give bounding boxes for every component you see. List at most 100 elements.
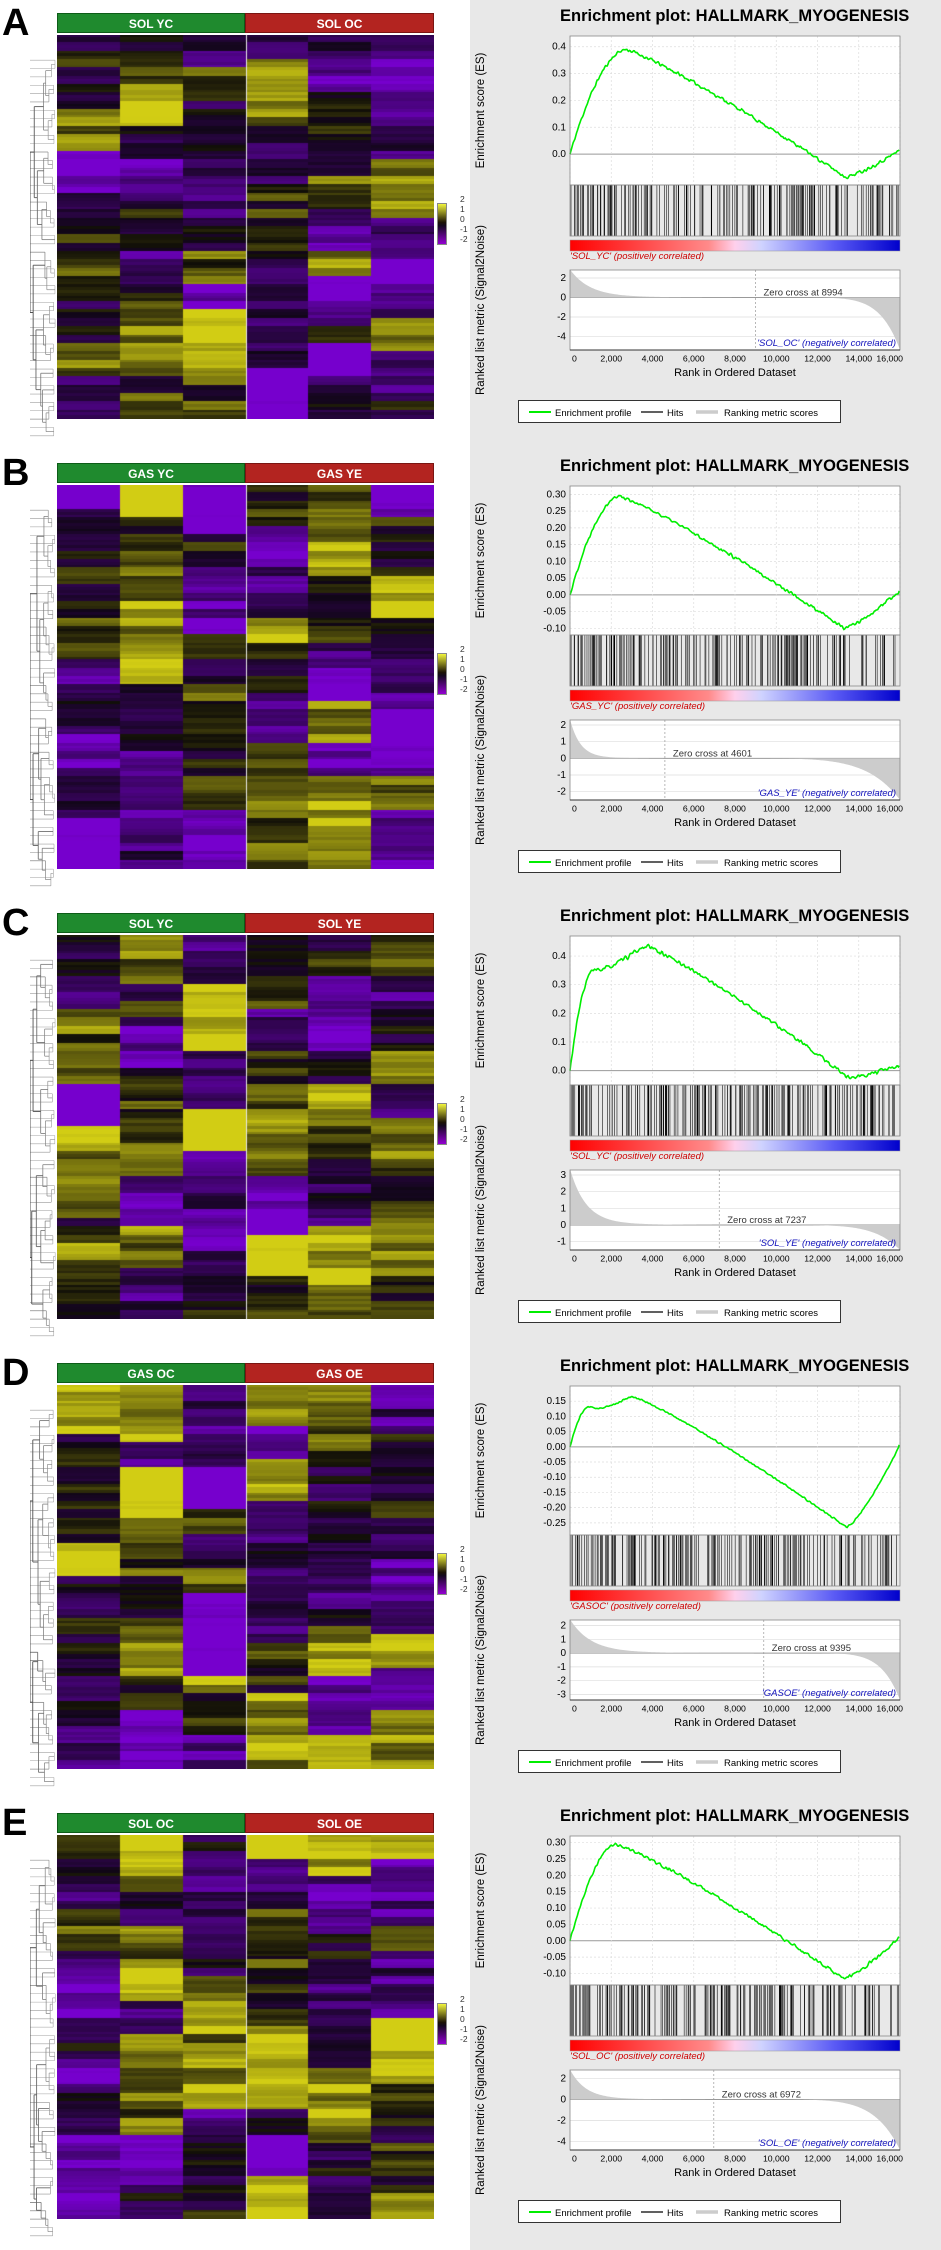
svg-text:12,000: 12,000 [804,1704,831,1714]
svg-text:2: 2 [560,720,566,731]
svg-text:4,000: 4,000 [642,354,664,364]
svg-text:0: 0 [560,1648,566,1659]
svg-text:16,000: 16,000 [876,2154,903,2164]
svg-text:'GAS_YC' (positively correlate: 'GAS_YC' (positively correlated) [570,701,705,712]
svg-text:Ranking metric scores: Ranking metric scores [724,858,818,869]
svg-text:4,000: 4,000 [642,1254,664,1264]
svg-text:0: 0 [572,2154,577,2164]
svg-text:2,000: 2,000 [600,1704,622,1714]
svg-text:14,000: 14,000 [845,354,872,364]
svg-text:0.25: 0.25 [547,1854,567,1865]
svg-text:4,000: 4,000 [642,2154,664,2164]
svg-text:0: 0 [572,1704,577,1714]
svg-text:14,000: 14,000 [845,804,872,814]
svg-text:0.15: 0.15 [547,1887,567,1898]
svg-text:0.20: 0.20 [547,523,567,534]
svg-text:12,000: 12,000 [804,2154,831,2164]
svg-text:0.4: 0.4 [552,42,566,53]
svg-text:6,000: 6,000 [683,804,705,814]
svg-text:Enrichment score (ES): Enrichment score (ES) [475,502,487,618]
svg-text:10,000: 10,000 [763,2154,790,2164]
svg-text:'SOL_OC' (positively correlate: 'SOL_OC' (positively correlated) [570,2051,705,2062]
svg-text:-3: -3 [557,1689,566,1700]
svg-text:8,000: 8,000 [724,1704,746,1714]
svg-text:16,000: 16,000 [876,1254,903,1264]
svg-text:0: 0 [572,1254,577,1264]
svg-text:0: 0 [572,804,577,814]
svg-text:0: 0 [572,354,577,364]
svg-text:Ranking metric scores: Ranking metric scores [724,2208,818,2219]
svg-text:8,000: 8,000 [724,354,746,364]
svg-text:Hits: Hits [667,1308,684,1319]
svg-text:Enrichment profile: Enrichment profile [555,1758,632,1769]
svg-text:0.05: 0.05 [547,1919,567,1930]
svg-text:Enrichment score (ES): Enrichment score (ES) [475,1852,487,1968]
svg-text:Ranking metric scores: Ranking metric scores [724,1758,818,1769]
svg-text:Hits: Hits [667,2208,684,2219]
svg-text:-4: -4 [557,332,566,343]
svg-text:-2: -2 [557,312,566,323]
svg-text:0: 0 [560,1220,566,1231]
svg-text:0.00: 0.00 [547,1936,567,1947]
svg-text:'SOL_OE' (negatively correlate: 'SOL_OE' (negatively correlated) [758,2138,896,2149]
svg-text:-1: -1 [557,1662,566,1673]
svg-text:Ranking metric scores: Ranking metric scores [724,1308,818,1319]
svg-text:Zero cross at 9395: Zero cross at 9395 [772,1643,851,1654]
svg-text:2: 2 [560,273,566,284]
svg-text:Ranked list metric (Signal2Noi: Ranked list metric (Signal2Noise) [475,2025,487,2195]
svg-text:Ranking metric scores: Ranking metric scores [724,408,818,419]
svg-text:-0.10: -0.10 [543,1969,566,1980]
svg-text:0.20: 0.20 [547,1870,567,1881]
svg-text:-1: -1 [557,1237,566,1248]
svg-text:0.3: 0.3 [552,980,566,991]
svg-text:10,000: 10,000 [763,804,790,814]
svg-text:2: 2 [560,1621,566,1632]
svg-text:Enrichment profile: Enrichment profile [555,1308,632,1319]
svg-text:-1: -1 [557,770,566,781]
svg-text:0.2: 0.2 [552,1008,566,1019]
svg-text:0: 0 [560,293,566,304]
svg-text:Ranked list metric (Signal2Noi: Ranked list metric (Signal2Noise) [475,225,487,395]
svg-text:10,000: 10,000 [763,354,790,364]
svg-text:Enrichment score (ES): Enrichment score (ES) [475,952,487,1068]
svg-text:Ranked list metric (Signal2Noi: Ranked list metric (Signal2Noise) [475,1125,487,1295]
svg-text:0.30: 0.30 [547,1838,567,1849]
svg-text:6,000: 6,000 [683,1254,705,1264]
svg-text:12,000: 12,000 [804,804,831,814]
svg-text:Enrichment score (ES): Enrichment score (ES) [475,1402,487,1518]
svg-text:0.00: 0.00 [547,1442,567,1453]
svg-text:0: 0 [560,753,566,764]
svg-text:4,000: 4,000 [642,804,664,814]
svg-text:4,000: 4,000 [642,1704,664,1714]
svg-text:Zero cross at 8994: Zero cross at 8994 [764,288,843,299]
svg-text:'GASOE' (negatively correlated: 'GASOE' (negatively correlated) [762,1688,896,1699]
svg-text:16,000: 16,000 [876,804,903,814]
svg-text:Rank in Ordered Dataset: Rank in Ordered Dataset [674,2167,796,2179]
svg-text:Zero cross at 7237: Zero cross at 7237 [727,1215,806,1226]
svg-text:8,000: 8,000 [724,804,746,814]
svg-text:0.25: 0.25 [547,506,567,517]
svg-text:12,000: 12,000 [804,1254,831,1264]
svg-text:0.10: 0.10 [547,556,567,567]
svg-text:'SOL_YC' (positively correlate: 'SOL_YC' (positively correlated) [570,1151,704,1162]
svg-text:0.30: 0.30 [547,489,567,500]
svg-text:1: 1 [560,1203,566,1214]
svg-text:Enrichment profile: Enrichment profile [555,2208,632,2219]
svg-text:-2: -2 [557,2116,566,2127]
svg-text:-0.25: -0.25 [543,1518,566,1529]
svg-text:14,000: 14,000 [845,1704,872,1714]
svg-text:-0.15: -0.15 [543,1487,566,1498]
svg-text:0.10: 0.10 [547,1903,567,1914]
svg-text:2: 2 [560,2073,566,2084]
svg-text:16,000: 16,000 [876,1704,903,1714]
svg-text:-0.20: -0.20 [543,1503,566,1514]
svg-text:0.0: 0.0 [552,1066,566,1077]
svg-text:-0.05: -0.05 [543,607,566,618]
svg-text:Ranked list metric (Signal2Noi: Ranked list metric (Signal2Noise) [475,1575,487,1745]
svg-text:2,000: 2,000 [600,2154,622,2164]
svg-text:Hits: Hits [667,1758,684,1769]
svg-text:0.05: 0.05 [547,573,567,584]
svg-text:6,000: 6,000 [683,2154,705,2164]
svg-text:Rank in Ordered Dataset: Rank in Ordered Dataset [674,1267,796,1279]
svg-text:Zero cross at 6972: Zero cross at 6972 [722,2089,801,2100]
